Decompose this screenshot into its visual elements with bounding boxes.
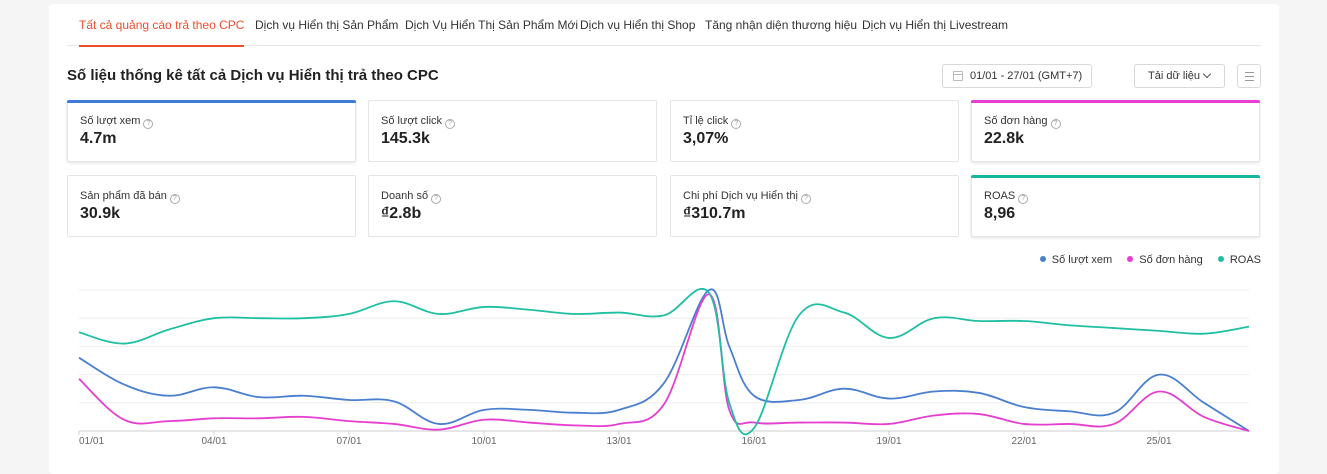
page-title: Số liệu thống kê tất cả Dịch vụ Hiển thị…: [67, 67, 439, 84]
chart-legend: Số lượt xem Số đơn hàng ROAS: [1028, 254, 1261, 266]
ad-type-tabs: Tất cả quảng cáo trả theo CPC Dịch vụ Hi…: [67, 4, 1261, 47]
x-tick-label: 07/01: [336, 436, 361, 447]
legend-label: Số đơn hàng: [1139, 254, 1203, 266]
x-tick-label: 16/01: [741, 436, 766, 447]
metric-value: 22.8k: [984, 130, 1025, 147]
statistics-panel: Tất cả quảng cáo trả theo CPC Dịch vụ Hi…: [49, 4, 1279, 474]
tab-product-ads[interactable]: Dịch vụ Hiển thị Sản Phẩm: [255, 18, 399, 32]
legend-dot: [1217, 256, 1224, 262]
date-range-text: 01/01 - 27/01 (GMT+7): [970, 70, 1083, 82]
metric-label: ROAS: [984, 190, 1016, 202]
legend-dot: [1127, 256, 1134, 262]
series-line-views[interactable]: [78, 288, 1250, 432]
legend-label: ROAS: [1229, 254, 1261, 266]
tab-brand-awareness[interactable]: Tăng nhận diện thương hiệu: [705, 18, 858, 32]
metric-card-ad-cost[interactable]: Chi phí Dịch vụ Hiển thị? ₫310.7m: [670, 175, 959, 237]
tab-all-cpc-ads[interactable]: Tất cả quảng cáo trả theo CPC: [79, 4, 245, 47]
x-tick-label: 01/01: [79, 436, 104, 447]
help-icon[interactable]: ?: [445, 119, 456, 129]
help-icon[interactable]: ?: [1050, 119, 1061, 129]
legend-label: Số lượt xem: [1051, 254, 1113, 266]
legend-dot: [1039, 256, 1046, 262]
help-icon[interactable]: ?: [143, 119, 154, 129]
tab-shop-ads[interactable]: Dịch vụ Hiển thị Shop: [580, 18, 696, 32]
metric-card-views[interactable]: Số lượt xem? 4.7m: [67, 100, 356, 162]
metric-card-orders[interactable]: Số đơn hàng? 22.8k: [971, 100, 1260, 162]
download-label: Tải dữ liệu: [1148, 70, 1200, 82]
line-chart[interactable]: 01/01 04/01 07/01 10/01 13/01 16/01 19/01 22/01…: [49, 4, 1279, 464]
metric-value: ₫2.8b: [381, 205, 422, 222]
metric-card-roas[interactable]: ROAS? 8,96: [971, 175, 1260, 237]
selected-indicator: [971, 175, 1260, 178]
help-icon[interactable]: ?: [1018, 194, 1029, 204]
legend-item-roas[interactable]: ROAS: [1217, 254, 1261, 266]
metric-label: Sản phẩm đã bán: [80, 190, 167, 202]
metric-label: Số lượt click: [381, 115, 443, 127]
metric-card-clicks[interactable]: Số lượt click? 145.3k: [368, 100, 657, 162]
legend-item-views[interactable]: Số lượt xem: [1039, 254, 1113, 266]
download-data-button[interactable]: Tải dữ liệu: [1134, 64, 1225, 88]
x-tick-label: 10/01: [471, 436, 496, 447]
x-tick-label: 19/01: [876, 436, 901, 447]
legend-item-orders[interactable]: Số đơn hàng: [1127, 254, 1203, 266]
metric-value: ₫310.7m: [683, 205, 746, 222]
x-tick-label: 22/01: [1011, 436, 1036, 447]
x-tick-label: 25/01: [1146, 436, 1171, 447]
metric-label: Số lượt xem: [80, 115, 141, 127]
metric-label: Chi phí Dịch vụ Hiển thị: [683, 190, 798, 202]
help-icon[interactable]: ?: [169, 194, 180, 204]
tab-livestream-ads[interactable]: Dịch vụ Hiển thị Livestream: [862, 18, 1009, 32]
selected-indicator: [67, 100, 356, 103]
metric-card-sales[interactable]: Doanh số? ₫2.8b: [368, 175, 657, 237]
date-range-picker[interactable]: 01/01 - 27/01 (GMT+7): [942, 64, 1092, 88]
help-icon[interactable]: ?: [731, 119, 742, 129]
metric-value: 3,07%: [683, 130, 729, 147]
metric-value: 4.7m: [80, 130, 117, 147]
calendar-icon: [953, 71, 963, 81]
x-tick-label: 04/01: [201, 436, 226, 447]
metric-card-ctr[interactable]: Tỉ lệ click? 3,07%: [670, 100, 959, 162]
metric-value: 8,96: [984, 205, 1016, 222]
menu-icon: [1245, 72, 1254, 73]
series-line-orders[interactable]: [78, 293, 1250, 432]
metric-label: Tỉ lệ click: [683, 115, 729, 127]
series-line-roas[interactable]: [78, 288, 1250, 436]
metric-label: Số đơn hàng: [984, 115, 1048, 127]
x-tick-label: 13/01: [606, 436, 631, 447]
tab-new-product-ads[interactable]: Dịch Vụ Hiển Thị Sản Phẩm Mới: [405, 18, 579, 32]
metric-label: Doanh số: [381, 190, 429, 202]
metric-value: 30.9k: [80, 205, 121, 222]
help-icon[interactable]: ?: [431, 194, 442, 204]
metric-card-items-sold[interactable]: Sản phẩm đã bán? 30.9k: [67, 175, 356, 237]
metric-value: 145.3k: [381, 130, 430, 147]
menu-button[interactable]: [1237, 64, 1261, 88]
help-icon[interactable]: ?: [800, 194, 811, 204]
selected-indicator: [971, 100, 1260, 103]
